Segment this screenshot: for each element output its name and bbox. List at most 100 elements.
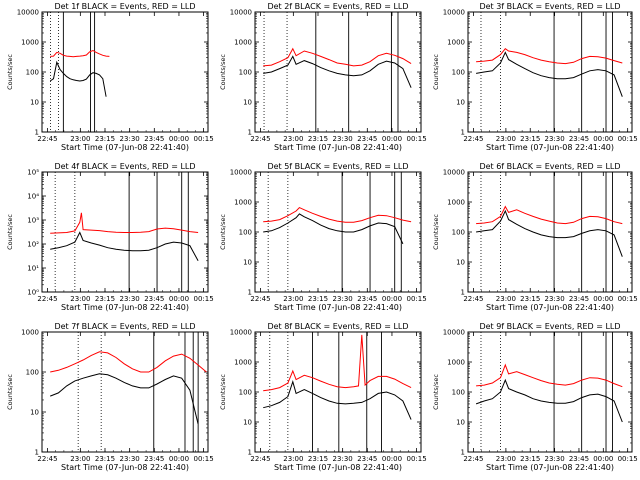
x-tick-label: 23:45 [144,135,164,143]
panel-title: Det 8f BLACK = Events, RED = LLD [267,322,408,331]
events-series-line [263,55,412,88]
x-tick-label: 00:15 [407,135,427,143]
lld-series-line [476,363,623,388]
plot-frame [254,11,422,133]
y-tick-label: 1000 [21,39,39,47]
detector-panel: Det 7f BLACK = Events, RED = LLD Counts/s… [6,322,214,472]
x-tick-label: 23:15 [308,295,328,303]
y-tick-label: 1000 [447,199,465,207]
x-tick-label: 23:30 [545,455,565,463]
y-tick-label: 100 [239,229,252,237]
y-axis-label: Counts/sec [432,214,440,250]
detector-panel: Det 9f BLACK = Events, RED = LLD Counts/s… [432,322,638,472]
detector-panel: Det 5f BLACK = Events, RED = LLD Counts/s… [219,162,427,312]
x-tick-label: 23:15 [95,135,115,143]
x-tick-label: 00:00 [169,135,189,143]
y-axis-label: Counts/sec [6,214,14,250]
x-tick-label: 00:00 [382,295,402,303]
x-tick-label: 00:00 [382,455,402,463]
y-tick-label: 1 [35,129,39,137]
y-tick-label: 1000 [447,39,465,47]
events-series-line [49,60,107,97]
x-axis-label: Start Time (07-Jun-08 22:41:40) [61,463,189,472]
x-axis-label: Start Time (07-Jun-08 22:41:40) [274,143,402,152]
plot-frame [467,331,633,453]
x-tick-label: 00:15 [407,455,427,463]
x-tick-label: 23:45 [569,455,589,463]
events-series-line [475,378,623,423]
detector-panel: Det 4f BLACK = Events, RED = LLD Counts/s… [6,162,214,312]
y-tick-label: 1000 [234,359,252,367]
y-tick-label: 10⁵ [27,169,39,177]
y-axis-label: Counts/sec [432,374,440,410]
y-tick-label: 1 [461,289,465,297]
x-tick-label: 23:45 [569,135,589,143]
y-tick-label: 10³ [27,217,39,225]
x-tick-label: 22:45 [463,135,483,143]
detector-panel: Det 8f BLACK = Events, RED = LLD Counts/s… [219,322,427,472]
x-tick-label: 23:00 [496,455,516,463]
y-tick-label: 10000 [230,169,252,177]
x-tick-label: 00:00 [169,295,189,303]
y-tick-label: 10 [243,419,252,427]
detector-panel: Det 6f BLACK = Events, RED = LLD Counts/s… [432,162,638,312]
x-tick-label: 23:45 [357,455,377,463]
x-tick-label: 23:45 [357,295,377,303]
y-tick-label: 10 [30,99,39,107]
x-tick-label: 00:15 [194,295,214,303]
x-tick-label: 22:45 [463,295,483,303]
x-tick-label: 23:00 [70,295,90,303]
x-tick-label: 23:00 [283,135,303,143]
x-tick-label: 00:00 [593,135,613,143]
plot-frame [254,331,422,453]
x-tick-label: 23:00 [70,135,90,143]
y-tick-label: 100 [239,69,252,77]
x-tick-label: 23:45 [357,135,377,143]
x-axis-label: Start Time (07-Jun-08 22:41:40) [486,463,614,472]
x-tick-label: 23:00 [283,295,303,303]
x-axis-label: Start Time (07-Jun-08 22:41:40) [61,303,189,312]
y-tick-label: 10000 [17,9,39,17]
plot-frame [41,331,209,453]
x-axis-label: Start Time (07-Jun-08 22:41:40) [274,303,402,312]
x-tick-label: 00:00 [382,135,402,143]
y-tick-label: 10² [27,241,39,249]
x-axis-label: Start Time (07-Jun-08 22:41:40) [486,143,614,152]
x-tick-label: 00:15 [194,135,214,143]
y-tick-label: 10⁴ [27,193,39,201]
x-tick-label: 23:15 [520,455,540,463]
y-tick-label: 10 [243,99,252,107]
panel-title: Det 7f BLACK = Events, RED = LLD [54,322,195,331]
y-tick-label: 100 [452,389,465,397]
lld-series-line [476,48,623,65]
x-tick-label: 22:45 [250,295,270,303]
x-tick-label: 00:15 [618,455,638,463]
y-tick-label: 1 [248,289,252,297]
x-tick-label: 23:45 [144,295,164,303]
events-series-line [263,379,412,420]
y-tick-label: 100 [239,389,252,397]
x-tick-label: 00:00 [169,455,189,463]
x-axis-label: Start Time (07-Jun-08 22:41:40) [486,303,614,312]
plot-frame [467,171,633,293]
events-series-line [50,231,199,262]
y-tick-label: 1 [461,449,465,457]
panel-title: Det 3f BLACK = Events, RED = LLD [479,2,620,11]
lld-series-line [50,351,207,373]
x-tick-label: 23:15 [308,135,328,143]
y-tick-label: 1 [248,129,252,137]
lld-series-line [476,205,623,225]
detector-panel: Det 3f BLACK = Events, RED = LLD Counts/s… [432,2,638,152]
y-axis-label: Counts/sec [432,54,440,90]
y-tick-label: 100 [452,69,465,77]
y-tick-label: 10¹ [27,265,39,273]
x-tick-label: 00:15 [618,295,638,303]
x-tick-label: 22:45 [250,135,270,143]
x-tick-label: 23:15 [308,455,328,463]
detector-panel: Det 1f BLACK = Events, RED = LLD Counts/s… [6,2,214,152]
x-tick-label: 23:45 [569,295,589,303]
y-tick-label: 10000 [443,9,465,17]
x-tick-label: 00:15 [618,135,638,143]
x-tick-label: 22:45 [37,135,57,143]
plot-frame [41,11,209,133]
